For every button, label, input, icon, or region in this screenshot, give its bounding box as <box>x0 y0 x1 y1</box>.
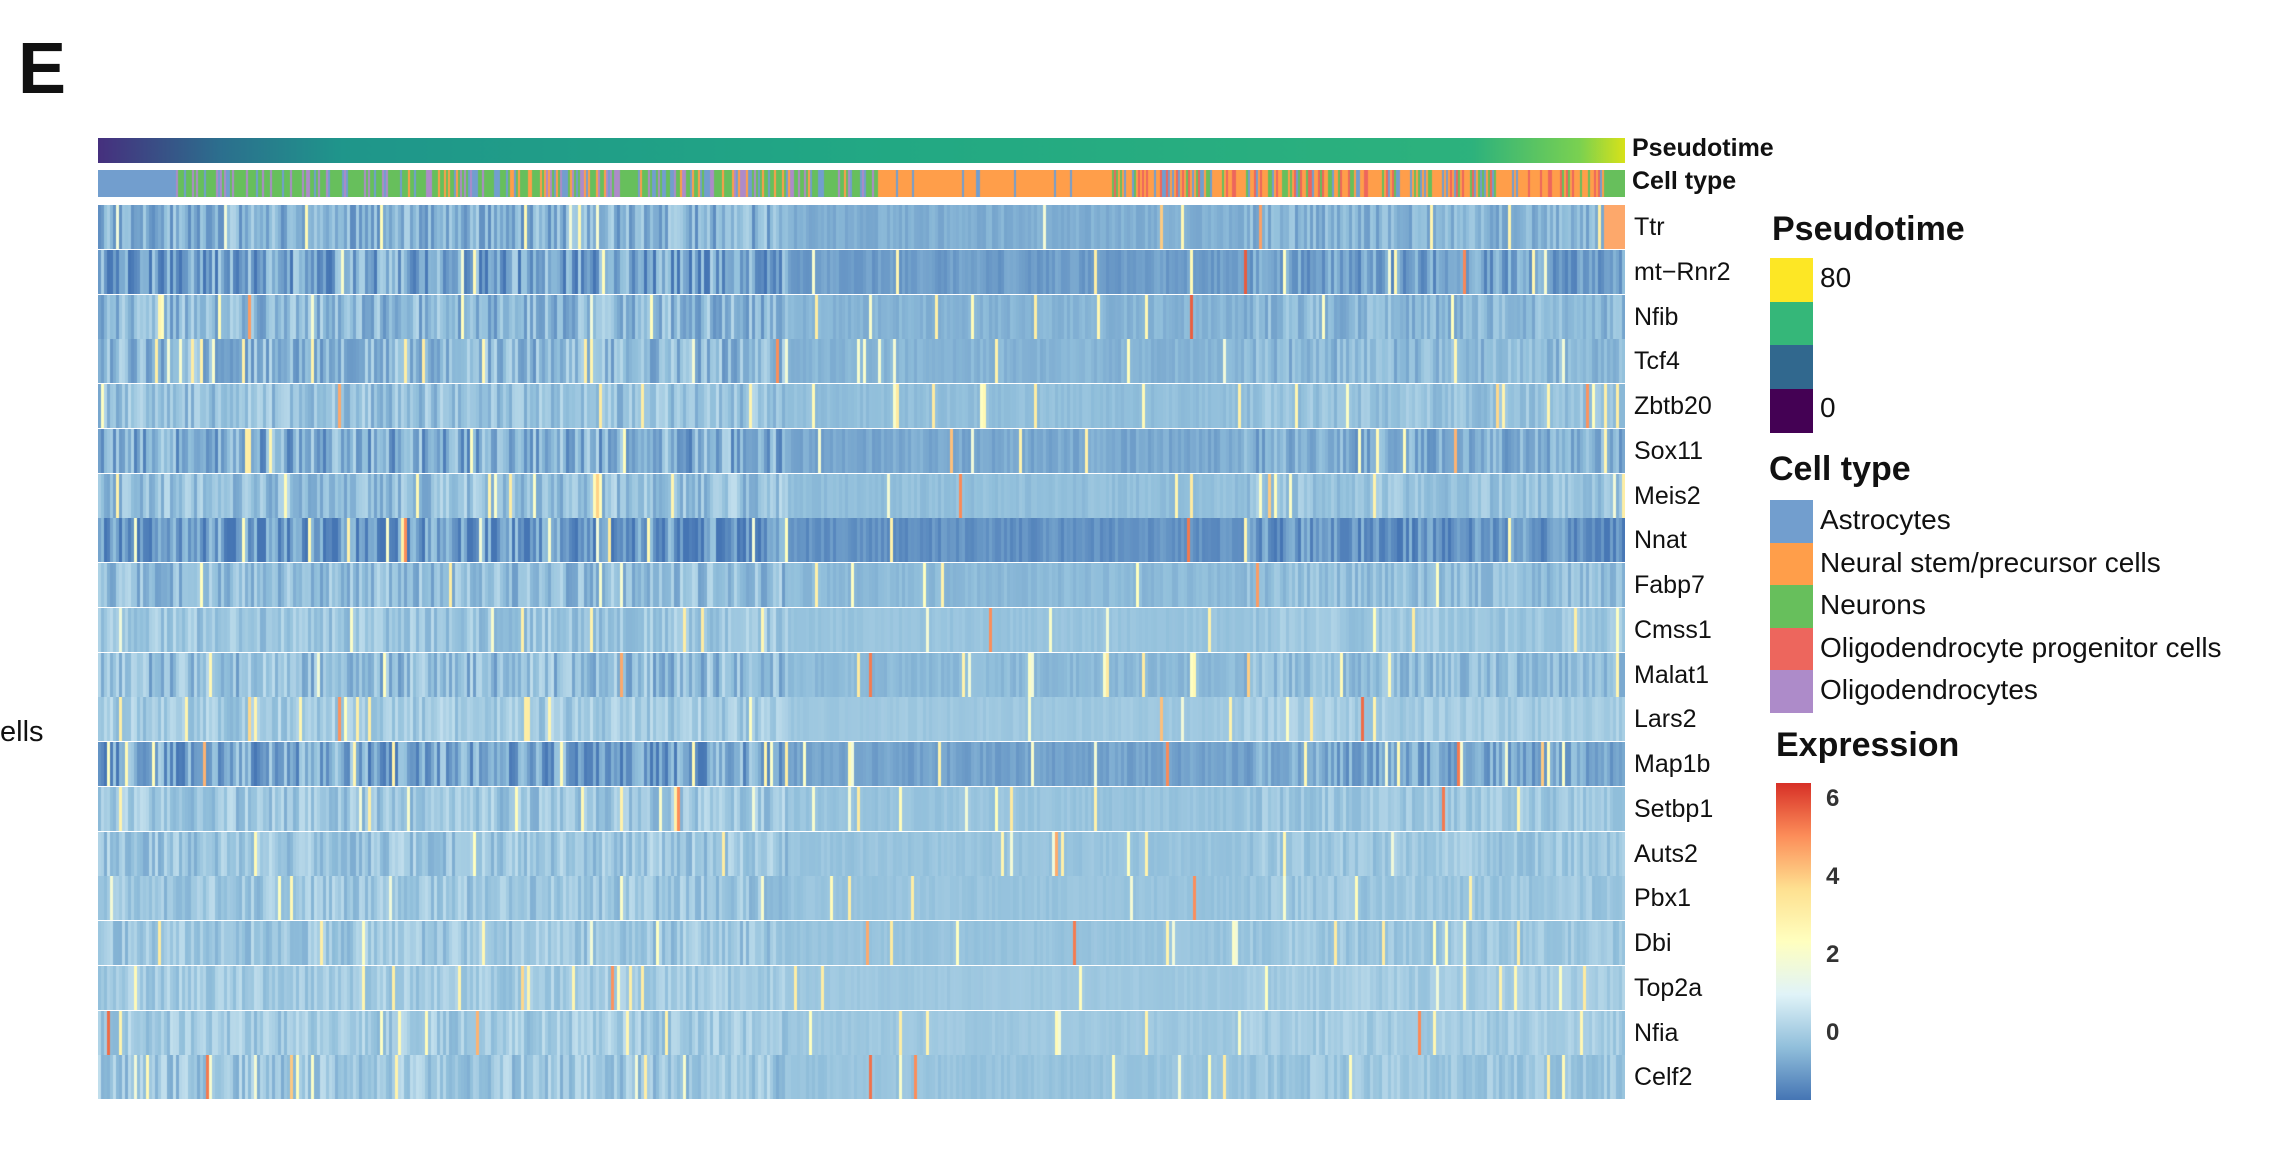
heatmap-row-4 <box>98 384 1625 428</box>
heatmap-row-5 <box>98 429 1625 473</box>
pseudotime-legend-min: 0 <box>1820 392 1836 423</box>
gene-label: Zbtb20 <box>1634 392 1712 420</box>
heatmap-row-6 <box>98 474 1625 518</box>
gene-label: Nnat <box>1634 526 1687 554</box>
cell-type-annotation-bar <box>98 170 1625 197</box>
heatmap-row-10 <box>98 653 1625 697</box>
gene-label: Nfib <box>1634 303 1679 331</box>
heatmap-row-11 <box>98 697 1625 741</box>
gene-label: mt−Rnr2 <box>1634 258 1731 286</box>
expression-legend-title: Expression <box>1776 726 1960 764</box>
cell-type-swatch <box>1770 585 1813 628</box>
gene-label: Nfia <box>1634 1019 1679 1047</box>
heatmap-row-9 <box>98 608 1625 652</box>
gene-label: Auts2 <box>1634 840 1698 868</box>
cell-type-legend-label: Oligodendrocyte progenitor cells <box>1820 631 2222 663</box>
pseudotime-swatch <box>1770 258 1813 302</box>
panel-label: E <box>18 29 67 109</box>
heatmap-row-7 <box>98 518 1625 562</box>
pseudotime-legend-title: Pseudotime <box>1772 210 1965 248</box>
heatmap-row-8 <box>98 563 1625 607</box>
heatmap-row-2 <box>98 295 1625 339</box>
heatmap-row-17 <box>98 966 1625 1010</box>
pseudotime-swatch <box>1770 345 1813 389</box>
gene-label: Ttr <box>1634 213 1665 241</box>
gene-label: Setbp1 <box>1634 795 1714 823</box>
cropped-side-text: ells <box>0 716 44 748</box>
cell-type-legend-label: Neurons <box>1820 589 1926 620</box>
expression-tick-2: 2 <box>1826 941 1840 968</box>
gene-label: Tcf4 <box>1634 347 1680 375</box>
gene-label: Celf2 <box>1634 1063 1693 1091</box>
gene-label: Malat1 <box>1634 661 1710 689</box>
pseudotime-annotation-bar <box>98 138 1625 163</box>
heatmap-row-3 <box>98 339 1625 383</box>
expression-tick-6: 6 <box>1826 785 1840 812</box>
expression-colorbar <box>1776 783 1811 1100</box>
gene-label: Cmss1 <box>1634 616 1712 644</box>
heatmap-row-15 <box>98 876 1625 920</box>
heatmap-row-1 <box>98 250 1625 294</box>
gene-label: Dbi <box>1634 929 1672 957</box>
cell-type-legend-label: Neural stem/precursor cells <box>1820 546 2161 578</box>
cell-type-legend-label: Oligodendrocytes <box>1820 674 2038 705</box>
gene-label: Lars2 <box>1634 705 1697 733</box>
gene-label: Meis2 <box>1634 482 1701 510</box>
heatmap-row-14 <box>98 832 1625 876</box>
pseudotime-legend-max: 80 <box>1820 262 1852 293</box>
heatmap-row-0 <box>98 205 1625 249</box>
heatmap-row-18 <box>98 1011 1625 1055</box>
gene-label: Map1b <box>1634 750 1711 778</box>
heatmap-row-19 <box>98 1055 1625 1099</box>
cell-type-bar-label: Cell type <box>1632 167 1737 195</box>
gene-label: Top2a <box>1634 974 1703 1002</box>
cell-type-swatch <box>1770 500 1813 543</box>
cell-type-legend-title: Cell type <box>1769 450 1911 488</box>
cell-type-legend-label: Astrocytes <box>1820 504 1951 535</box>
pseudotime-swatch <box>1770 388 1813 433</box>
cell-type-swatch <box>1770 670 1813 713</box>
heatmap-row-16 <box>98 921 1625 965</box>
gene-label: Sox11 <box>1634 437 1704 465</box>
gene-label: Pbx1 <box>1634 884 1691 912</box>
cell-type-swatch <box>1770 627 1813 671</box>
gene-label: Fabp7 <box>1634 571 1705 599</box>
heatmap-row-12 <box>98 742 1625 786</box>
pseudotime-bar-label: Pseudotime <box>1632 134 1774 162</box>
heatmap-row-13 <box>98 787 1625 831</box>
expression-tick-4: 4 <box>1826 863 1840 890</box>
pseudotime-swatch <box>1770 301 1813 346</box>
expression-tick-0: 0 <box>1826 1019 1840 1046</box>
cell-type-swatch <box>1770 542 1813 586</box>
